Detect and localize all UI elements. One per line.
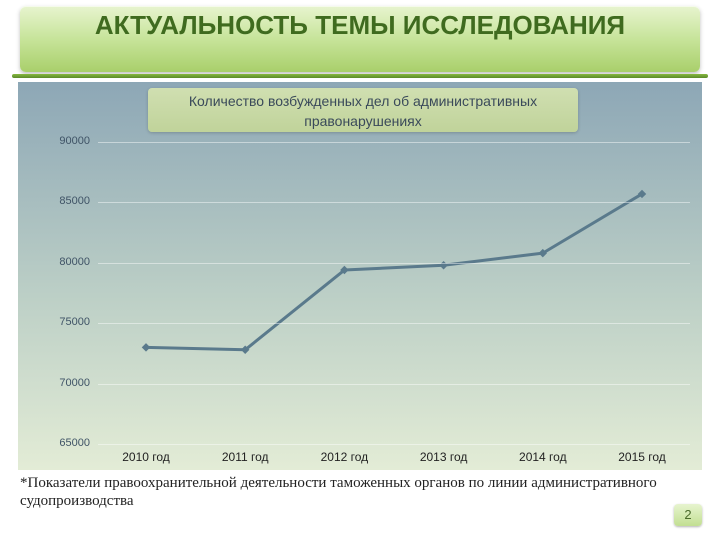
- gridline: [98, 263, 690, 264]
- title-underline: [12, 74, 708, 78]
- y-tick-label: 85000: [30, 195, 90, 207]
- x-tick-label: 2013 год: [404, 450, 484, 464]
- gridline: [98, 384, 690, 385]
- title-banner: АКТУАЛЬНОСТЬ ТЕМЫ ИССЛЕДОВАНИЯ: [20, 6, 700, 72]
- chart-title-box: Количество возбужденных дел об администр…: [148, 88, 578, 132]
- plot-area: [98, 142, 690, 444]
- x-tick-label: 2010 год: [106, 450, 186, 464]
- footnote-text: *Показатели правоохранительной деятельно…: [20, 474, 660, 510]
- chart-title-line2: правонарушениях: [148, 111, 578, 131]
- gridline: [98, 142, 690, 143]
- x-tick-label: 2011 год: [205, 450, 285, 464]
- gridline: [98, 444, 690, 445]
- y-tick-label: 90000: [30, 135, 90, 147]
- data-marker: [142, 343, 150, 351]
- slide: АКТУАЛЬНОСТЬ ТЕМЫ ИССЛЕДОВАНИЯ Количеств…: [0, 0, 720, 540]
- page-number-badge: 2: [674, 504, 702, 526]
- x-tick-label: 2014 год: [503, 450, 583, 464]
- y-tick-label: 70000: [30, 377, 90, 389]
- y-tick-label: 75000: [30, 316, 90, 328]
- line-series: [98, 142, 690, 444]
- slide-title: АКТУАЛЬНОСТЬ ТЕМЫ ИССЛЕДОВАНИЯ: [20, 6, 700, 40]
- gridline: [98, 323, 690, 324]
- y-tick-label: 65000: [30, 437, 90, 449]
- x-tick-label: 2015 год: [602, 450, 682, 464]
- chart-title-line1: Количество возбужденных дел об администр…: [148, 91, 578, 111]
- line-chart: Количество возбужденных дел об администр…: [18, 82, 702, 470]
- y-tick-label: 80000: [30, 256, 90, 268]
- gridline: [98, 202, 690, 203]
- x-tick-label: 2012 год: [304, 450, 384, 464]
